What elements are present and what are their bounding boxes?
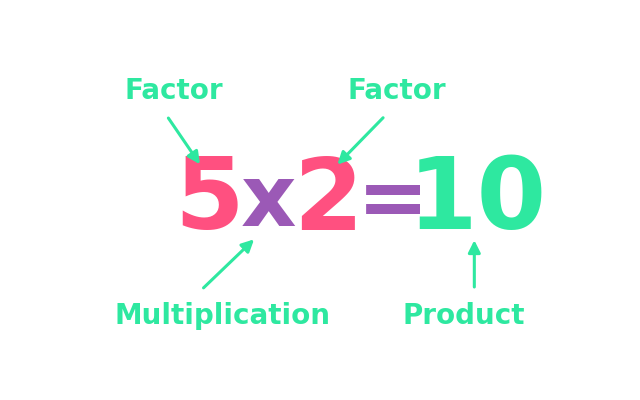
Text: 2: 2 <box>293 154 363 250</box>
Text: =: = <box>356 160 429 244</box>
Text: Product: Product <box>403 302 525 330</box>
Text: x: x <box>241 160 296 244</box>
Text: 5: 5 <box>174 154 244 250</box>
Text: 10: 10 <box>407 154 547 250</box>
Text: Factor: Factor <box>348 77 447 105</box>
Text: Multiplication: Multiplication <box>115 302 331 330</box>
Text: Factor: Factor <box>125 77 223 105</box>
